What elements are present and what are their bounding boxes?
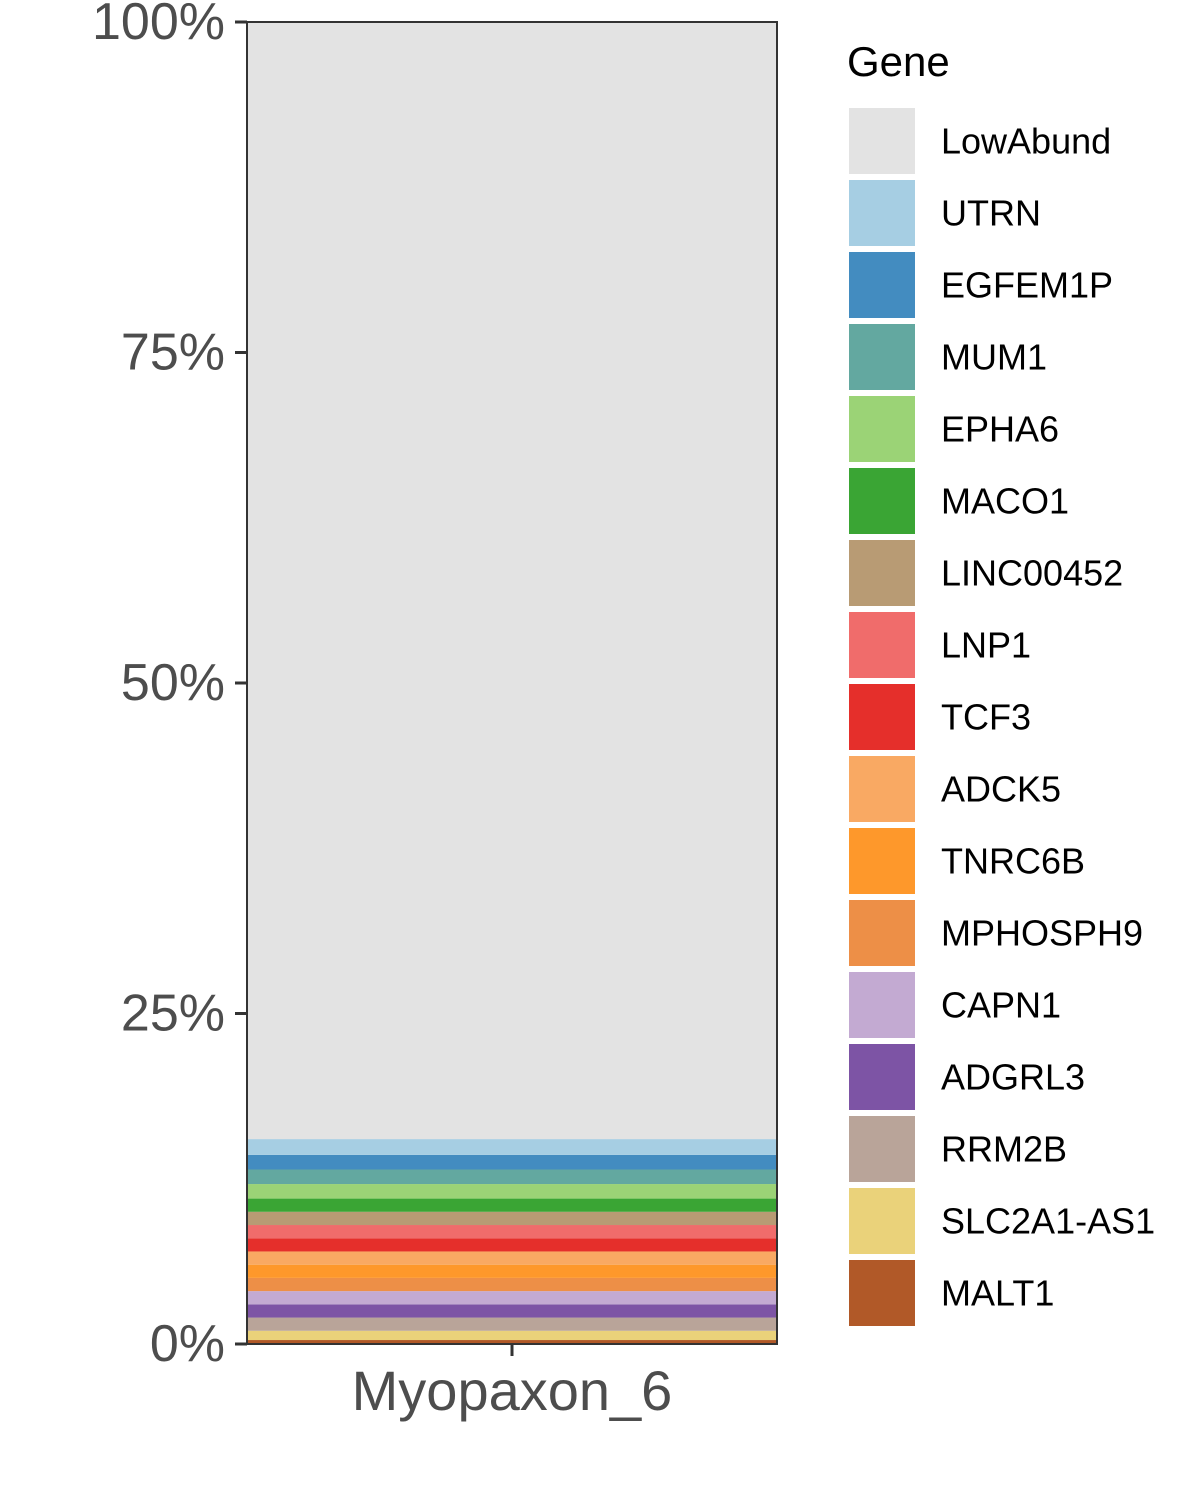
y-axis: 0% 25% 50% 75% 100% xyxy=(92,0,247,1373)
legend-label: ADCK5 xyxy=(941,769,1061,810)
bar-segment-malt1 xyxy=(247,1340,777,1344)
legend-title: Gene xyxy=(847,38,950,85)
bar-segment-utrn xyxy=(247,1139,777,1155)
legend-key-lnp1 xyxy=(849,612,915,678)
bar-segment-tcf3 xyxy=(247,1238,777,1252)
bar-segment-lnp1 xyxy=(247,1225,777,1239)
legend-label: LowAbund xyxy=(941,121,1111,162)
legend-label: MUM1 xyxy=(941,337,1047,378)
bar-segment-maco1 xyxy=(247,1198,777,1212)
y-tick-label: 25% xyxy=(121,985,225,1043)
legend-label: EPHA6 xyxy=(941,409,1059,450)
bar-segment-adck5 xyxy=(247,1251,777,1265)
legend-key-linc00452 xyxy=(849,540,915,606)
legend-key-malt1 xyxy=(849,1260,915,1326)
legend-label: LNP1 xyxy=(941,625,1031,666)
legend-label: UTRN xyxy=(941,193,1041,234)
y-tick-label: 75% xyxy=(121,324,225,382)
legend-key-mum1 xyxy=(849,324,915,390)
x-tick-label: Myopaxon_6 xyxy=(352,1359,673,1422)
bar-segment-tnrc6b xyxy=(247,1264,777,1278)
legend-key-utrn xyxy=(849,180,915,246)
legend-label: RRM2B xyxy=(941,1129,1067,1170)
bar-segment-rrm2b xyxy=(247,1317,777,1331)
legend-label: ADGRL3 xyxy=(941,1057,1085,1098)
bar-segment-egfem1p xyxy=(247,1154,777,1170)
y-tick-label: 50% xyxy=(121,654,225,712)
bar-segment-linc00452 xyxy=(247,1211,777,1226)
y-tick-label: 100% xyxy=(92,0,225,51)
legend-label: TCF3 xyxy=(941,697,1031,738)
legend-key-tcf3 xyxy=(849,684,915,750)
legend-label: MACO1 xyxy=(941,481,1069,522)
legend-key-maco1 xyxy=(849,468,915,534)
legend-label: LINC00452 xyxy=(941,553,1123,594)
bar-segment-adgrl3 xyxy=(247,1304,777,1318)
legend-label: TNRC6B xyxy=(941,841,1085,882)
legend-label: EGFEM1P xyxy=(941,265,1113,306)
legend-key-adgrl3 xyxy=(849,1044,915,1110)
legend-key-tnrc6b xyxy=(849,828,915,894)
y-tick-label: 0% xyxy=(150,1315,225,1373)
legend-label: SLC2A1-AS1 xyxy=(941,1201,1155,1242)
legend-key-adck5 xyxy=(849,756,915,822)
legend-label: MPHOSPH9 xyxy=(941,913,1143,954)
legend-label: CAPN1 xyxy=(941,985,1061,1026)
bar-segment-epha6 xyxy=(247,1184,777,1199)
legend-label: MALT1 xyxy=(941,1273,1054,1314)
legend-key-capn1 xyxy=(849,972,915,1038)
legend-key-epha6 xyxy=(849,396,915,462)
bars-layer xyxy=(247,22,777,1344)
bar-segment-lowabund xyxy=(247,22,777,1140)
bar-segment-mum1 xyxy=(247,1169,777,1185)
legend-key-lowabund xyxy=(849,108,915,174)
bar-segment-capn1 xyxy=(247,1291,777,1305)
legend-key-mphosph9 xyxy=(849,900,915,966)
bar-segment-mphosph9 xyxy=(247,1277,777,1292)
legend-key-rrm2b xyxy=(849,1116,915,1182)
bar-segment-slc2a1-as1 xyxy=(247,1330,777,1341)
legend-key-egfem1p xyxy=(849,252,915,318)
legend: Gene LowAbund UTRN EGFEM1P MUM1 EPHA6 MACO1 LI… xyxy=(847,38,1155,1326)
legend-key-slc2a1-as1 xyxy=(849,1188,915,1254)
x-axis: Myopaxon_6 xyxy=(352,1344,673,1422)
